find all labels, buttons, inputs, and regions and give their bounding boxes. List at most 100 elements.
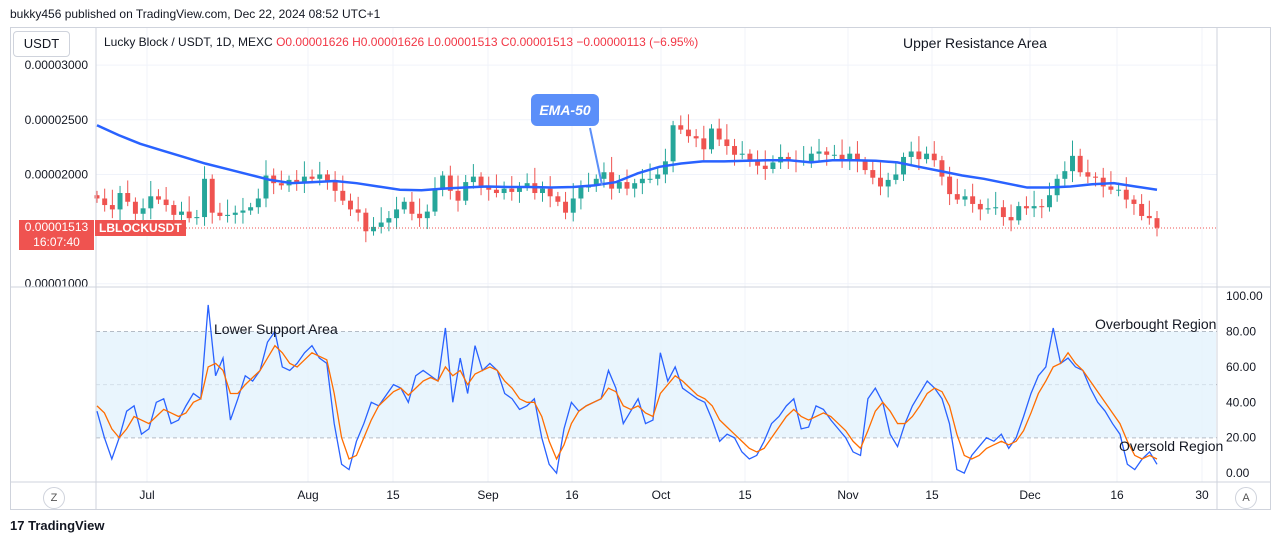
candle-body — [1100, 177, 1106, 187]
candle-body — [117, 193, 123, 210]
candle-body — [824, 151, 830, 155]
candle-body — [424, 211, 430, 219]
candle-body — [632, 183, 638, 189]
time-tick-label: Oct — [652, 488, 671, 502]
candle-body — [179, 211, 184, 215]
candle-body — [140, 208, 146, 214]
oversold-label: Oversold Region — [1119, 438, 1224, 454]
candle-body — [693, 136, 699, 139]
chart-frame — [10, 27, 1271, 510]
candle-body — [555, 196, 561, 202]
candle-body — [593, 178, 599, 186]
time-tick-label: 15 — [925, 488, 939, 502]
candle-body — [901, 156, 907, 175]
candle-body — [954, 194, 960, 200]
candle-body — [1131, 199, 1137, 204]
candle-body — [1154, 218, 1160, 228]
candle-body — [547, 188, 553, 197]
candle-body — [194, 217, 200, 219]
stoch-axis-ticks: 100.00 80.00 60.00 40.00 20.00 0.00 — [1226, 289, 1263, 480]
candle-body — [540, 188, 545, 194]
lower-support-label: Lower Support Area — [214, 321, 338, 337]
candle-body — [939, 160, 945, 177]
candle-body — [831, 154, 837, 156]
candle-body — [947, 176, 953, 195]
candle-body — [248, 207, 254, 211]
candle-body — [755, 160, 761, 166]
stoch-tick-label: 0.00 — [1226, 466, 1250, 480]
stoch-tick-label: 60.00 — [1226, 360, 1256, 374]
candle-body — [509, 188, 515, 192]
candle-body — [1146, 215, 1152, 219]
candle-body — [1016, 206, 1022, 221]
ema50-line — [96, 124, 1158, 192]
time-tick-label: Nov — [837, 488, 858, 502]
candle-body — [347, 200, 353, 210]
candle-body — [401, 201, 407, 210]
time-axis-ticks: Jul Aug 15 Sep 16 Oct 15 Nov 15 Dec 16 30 — [139, 488, 1209, 502]
candle-body — [516, 186, 522, 192]
time-tick-label: 16 — [565, 488, 579, 502]
candle-body — [655, 174, 661, 179]
candle-body — [716, 128, 722, 140]
candle-body — [409, 201, 415, 214]
candle-body — [132, 201, 138, 214]
last-price-value: 0.00001513 — [24, 220, 89, 234]
candle-body — [1070, 155, 1075, 172]
candle-body — [985, 208, 991, 210]
candle-body — [209, 178, 215, 213]
candle-body — [148, 196, 154, 209]
candle-body — [1046, 195, 1052, 208]
timezone-button[interactable]: Z — [43, 487, 65, 509]
candle-body — [332, 180, 338, 191]
candle-body — [225, 214, 231, 216]
candle-body — [317, 174, 323, 179]
last-price-tag: 0.00001513 16:07:40 — [19, 220, 94, 250]
candle-body — [524, 183, 530, 187]
candle-body — [94, 195, 100, 199]
candle-body — [609, 172, 615, 189]
candle-body — [324, 174, 330, 181]
candle-body — [808, 153, 814, 162]
candle-body — [885, 179, 891, 187]
candle-body — [893, 174, 899, 180]
stoch-k-line — [96, 304, 1158, 475]
bar-countdown: 16:07:40 — [33, 235, 80, 249]
time-tick-label: Sep — [477, 488, 499, 502]
stoch-tick-label: 100.00 — [1226, 289, 1263, 303]
candle-body — [309, 176, 315, 179]
candle-body — [355, 209, 361, 213]
tradingview-logo-icon: 17 — [10, 518, 25, 533]
candle-body — [1039, 206, 1045, 208]
candle-body — [455, 190, 461, 201]
auto-scale-button[interactable]: A — [1235, 487, 1257, 509]
candle-body — [563, 201, 569, 213]
candle-body — [440, 175, 446, 190]
price-tick-label: 0.00001000 — [25, 277, 89, 291]
price-tick-label: 0.00002500 — [25, 113, 89, 127]
candle-body — [125, 193, 131, 202]
stoch-tick-label: 40.00 — [1226, 395, 1256, 409]
currency-button[interactable]: USDT — [13, 31, 70, 57]
stoch-tick-label: 20.00 — [1226, 431, 1256, 445]
candle-body — [470, 176, 476, 183]
candle-body — [340, 190, 346, 201]
candle-body — [1116, 189, 1122, 191]
tradingview-brand: 17 TradingView — [10, 518, 104, 533]
candle-body — [678, 125, 684, 130]
candle-body — [232, 212, 238, 215]
candle-body — [647, 178, 653, 180]
symbol-price-badge: LBLOCKUSDT — [95, 220, 186, 236]
time-tick-label: 15 — [738, 488, 752, 502]
candle-body — [847, 153, 853, 162]
publisher-header: bukky456 published on TradingView.com, D… — [10, 7, 381, 21]
candle-body — [578, 187, 584, 199]
brand-name: TradingView — [28, 518, 105, 533]
candle-body — [977, 203, 983, 210]
stoch-band — [96, 331, 1216, 438]
candle-body — [877, 177, 883, 187]
candle-body — [1139, 203, 1145, 216]
candle-body — [493, 189, 499, 194]
candle-body — [432, 189, 438, 212]
candle-body — [1085, 172, 1091, 177]
